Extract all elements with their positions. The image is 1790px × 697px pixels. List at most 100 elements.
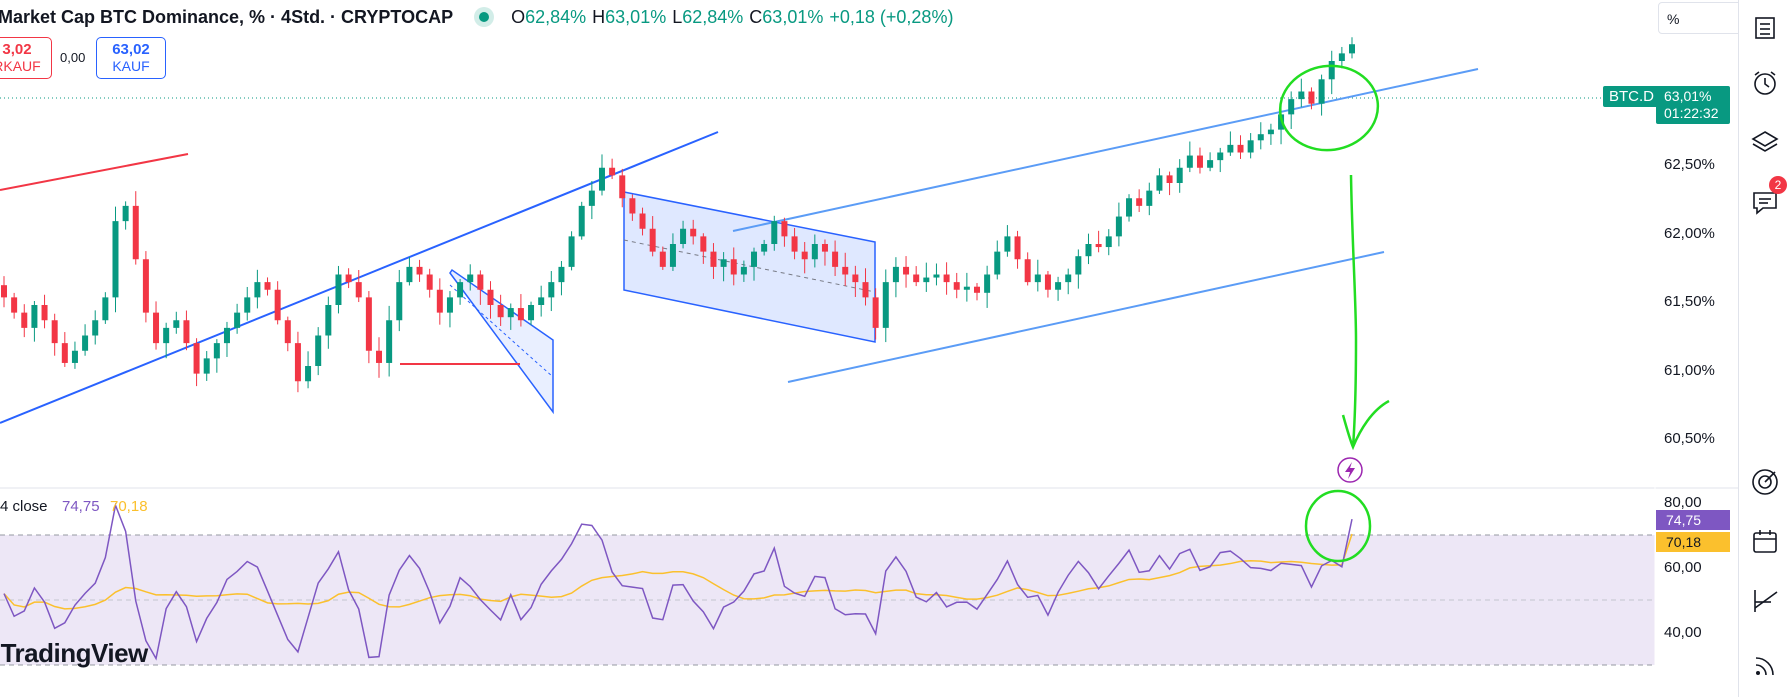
candle-body	[690, 228, 697, 237]
candle-body	[669, 244, 676, 267]
candle-body	[1298, 91, 1305, 100]
candle-body	[31, 305, 38, 328]
candle-body	[1318, 79, 1325, 104]
alert-clock-icon[interactable]	[1749, 67, 1781, 99]
candle-body	[132, 205, 139, 260]
candle-body	[396, 282, 403, 321]
candle-body	[1247, 140, 1254, 153]
candle-body	[82, 335, 89, 351]
candle-body	[984, 274, 991, 293]
ohlc-change: +0,18 (+0,28%)	[829, 6, 954, 27]
candle-body	[21, 312, 28, 328]
candle-body	[1288, 99, 1295, 115]
right-toolbar: 2	[1738, 0, 1790, 697]
candle-body	[629, 198, 636, 214]
chat-icon[interactable]	[1749, 186, 1781, 218]
rsi-lines-group	[3, 502, 1353, 661]
candle-body	[315, 335, 322, 366]
rsi-legend-label[interactable]: 4 close	[0, 498, 48, 515]
candle-body	[1338, 53, 1345, 61]
watchlist-icon[interactable]	[1749, 12, 1781, 44]
rsi-ma-tag: 70,18	[1656, 532, 1730, 552]
channel-upper-line[interactable]	[732, 68, 1479, 232]
candle-body	[1085, 244, 1092, 257]
flag-channel-1-mid	[449, 284, 554, 378]
candle-body	[811, 244, 818, 260]
candle-body	[558, 266, 565, 283]
flag-channel-2[interactable]	[623, 191, 876, 343]
candle-body	[751, 251, 758, 267]
symbol-title[interactable]: Market Cap BTC Dominance, % · 4Std. · CR…	[0, 6, 454, 27]
target-icon[interactable]	[1749, 466, 1781, 498]
rsi-legend-ma: 70,18	[110, 498, 148, 515]
candle-body	[11, 297, 18, 313]
candle-body	[781, 221, 788, 237]
candle-body	[1176, 167, 1183, 183]
sell-button[interactable]: 3,02 RKAUF	[0, 37, 52, 79]
buy-label: KAUF	[112, 58, 150, 74]
candle-body	[102, 297, 109, 321]
candle-body	[1024, 259, 1031, 283]
candle-body	[365, 297, 372, 351]
candle-body	[1055, 282, 1062, 290]
candle-body	[163, 327, 170, 344]
rsi-value-tag: 74,75	[1656, 510, 1730, 530]
buy-button[interactable]: 63,02 KAUF	[96, 37, 166, 79]
candle-body	[761, 244, 768, 252]
candle-body	[588, 190, 595, 206]
candle-body	[142, 259, 149, 313]
candle-body	[953, 282, 960, 290]
candle-body	[1105, 236, 1112, 248]
pitchfork-icon[interactable]	[1749, 584, 1781, 616]
candle-body	[1156, 175, 1163, 191]
ohlc-close-key: C	[749, 6, 763, 27]
candle-body	[305, 366, 312, 382]
candle-body	[335, 274, 342, 305]
candle-body	[1308, 91, 1315, 104]
candle-body	[153, 312, 160, 344]
candle-body	[872, 297, 879, 328]
candle-body	[213, 343, 220, 359]
annotation-circle-rsi	[1304, 489, 1372, 563]
candle-body	[254, 282, 261, 298]
broadcast-icon[interactable]	[1749, 650, 1781, 682]
candles-group	[1, 37, 1355, 393]
candle-body	[548, 282, 555, 298]
candle-body	[994, 251, 1001, 275]
candle-body	[598, 167, 605, 191]
candle-body	[264, 282, 271, 290]
ohlc-high-value: 63,01%	[605, 6, 667, 27]
candle-body	[1217, 152, 1224, 161]
candle-body	[234, 312, 241, 328]
flag-channel-1[interactable]	[449, 268, 554, 415]
candle-body	[325, 305, 332, 336]
candle-body	[659, 251, 666, 267]
candle-body	[1146, 190, 1153, 206]
ohlc-low-key: L	[672, 6, 683, 27]
candle-body	[1186, 155, 1193, 168]
calendar-icon[interactable]	[1749, 525, 1781, 557]
trendline-red-top[interactable]	[0, 153, 189, 191]
annotation-circle-top	[1278, 64, 1380, 152]
candle-body	[609, 167, 616, 176]
layers-icon[interactable]	[1749, 126, 1781, 158]
candle-body	[771, 221, 778, 244]
candle-body	[386, 320, 393, 363]
candle-body	[457, 282, 464, 298]
candle-body	[680, 228, 687, 244]
candle-body	[973, 286, 980, 293]
ohlc-high-key: H	[592, 6, 606, 27]
candle-body	[1257, 134, 1264, 141]
market-status-dot	[479, 12, 490, 22]
candle-body	[1126, 198, 1133, 217]
candle-body	[882, 282, 889, 328]
channel-lower-line[interactable]	[787, 251, 1385, 383]
candle-body	[274, 289, 281, 321]
candle-body	[821, 244, 828, 252]
flag-channel-2-mid	[623, 239, 876, 293]
candle-body	[943, 274, 950, 283]
chat-badge: 2	[1769, 176, 1787, 194]
rsi-axis-label: 80,00	[1664, 494, 1702, 511]
candle-body	[1349, 44, 1355, 54]
